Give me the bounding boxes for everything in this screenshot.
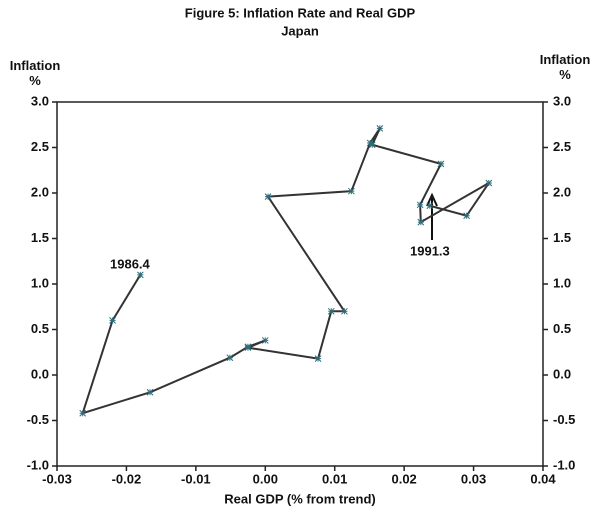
- x-axis-label: Real GDP (% from trend): [224, 491, 375, 506]
- point-marker: [226, 354, 234, 362]
- point-marker: [463, 212, 470, 220]
- x-tick-label: -0.01: [181, 471, 211, 486]
- annotation: 1986.4: [110, 256, 151, 271]
- point-marker: [261, 337, 269, 344]
- point-marker: [348, 187, 355, 195]
- y2-tick-label: 2.0: [553, 184, 571, 199]
- point-marker: [341, 307, 348, 315]
- point-marker: [79, 409, 87, 417]
- point-marker: [244, 344, 252, 352]
- point-marker: [264, 193, 272, 200]
- y2-axis-label: Inflation %: [539, 52, 591, 82]
- point-marker: [417, 218, 425, 226]
- point-marker: [136, 271, 144, 279]
- chart-title: Figure 5: Inflation Rate and Real GDP: [185, 5, 416, 20]
- point-marker: [437, 160, 445, 168]
- y-tick-label: -0.5: [27, 412, 49, 427]
- point-marker: [146, 388, 154, 396]
- y-tick-label: -1.0: [27, 457, 49, 472]
- y2-tick-label: 3.0: [553, 93, 571, 108]
- point-marker: [314, 355, 322, 362]
- x-tick-label: 0.00: [253, 471, 278, 486]
- y2-tick-label: -0.5: [553, 412, 575, 427]
- point-marker: [376, 125, 384, 132]
- x-tick-label: 0.01: [322, 471, 347, 486]
- chart-subtitle: Japan: [281, 23, 319, 38]
- y-tick-label: 2.0: [31, 184, 49, 199]
- y2-tick-label: 1.0: [553, 275, 571, 290]
- point-marker: [426, 202, 434, 210]
- y-tick-label: 0.5: [31, 321, 49, 336]
- point-marker: [416, 201, 424, 209]
- y-tick-label: 2.5: [31, 139, 49, 154]
- y2-tick-label: 1.5: [553, 230, 571, 245]
- x-tick-label: -0.02: [112, 471, 142, 486]
- series-line: [81, 127, 490, 415]
- point-marker: [327, 307, 335, 315]
- plot-frame: [56, 101, 544, 467]
- annotation-arrow: [426, 192, 438, 240]
- y-tick-label: 1.5: [31, 230, 49, 245]
- y2-tick-label: 2.5: [553, 139, 571, 154]
- y2-tick-label: 0.5: [553, 321, 571, 336]
- y-tick-label: 0.0: [31, 366, 49, 381]
- x-tick-label: 0.04: [530, 471, 556, 486]
- point-marker: [109, 317, 116, 324]
- point-marker: [368, 141, 376, 149]
- y2-tick-label: 0.0: [553, 366, 571, 381]
- y-axis-label: Inflation %: [9, 58, 61, 88]
- annotation: 1991.3: [410, 243, 450, 258]
- x-tick-label: 0.02: [391, 471, 416, 486]
- point-marker: [485, 179, 493, 187]
- y2-tick-label: -1.0: [553, 457, 575, 472]
- x-tick-label: 0.03: [461, 471, 486, 486]
- y-tick-label: 1.0: [31, 275, 49, 290]
- y-tick-label: 3.0: [31, 93, 49, 108]
- x-tick-label: -0.03: [42, 471, 72, 486]
